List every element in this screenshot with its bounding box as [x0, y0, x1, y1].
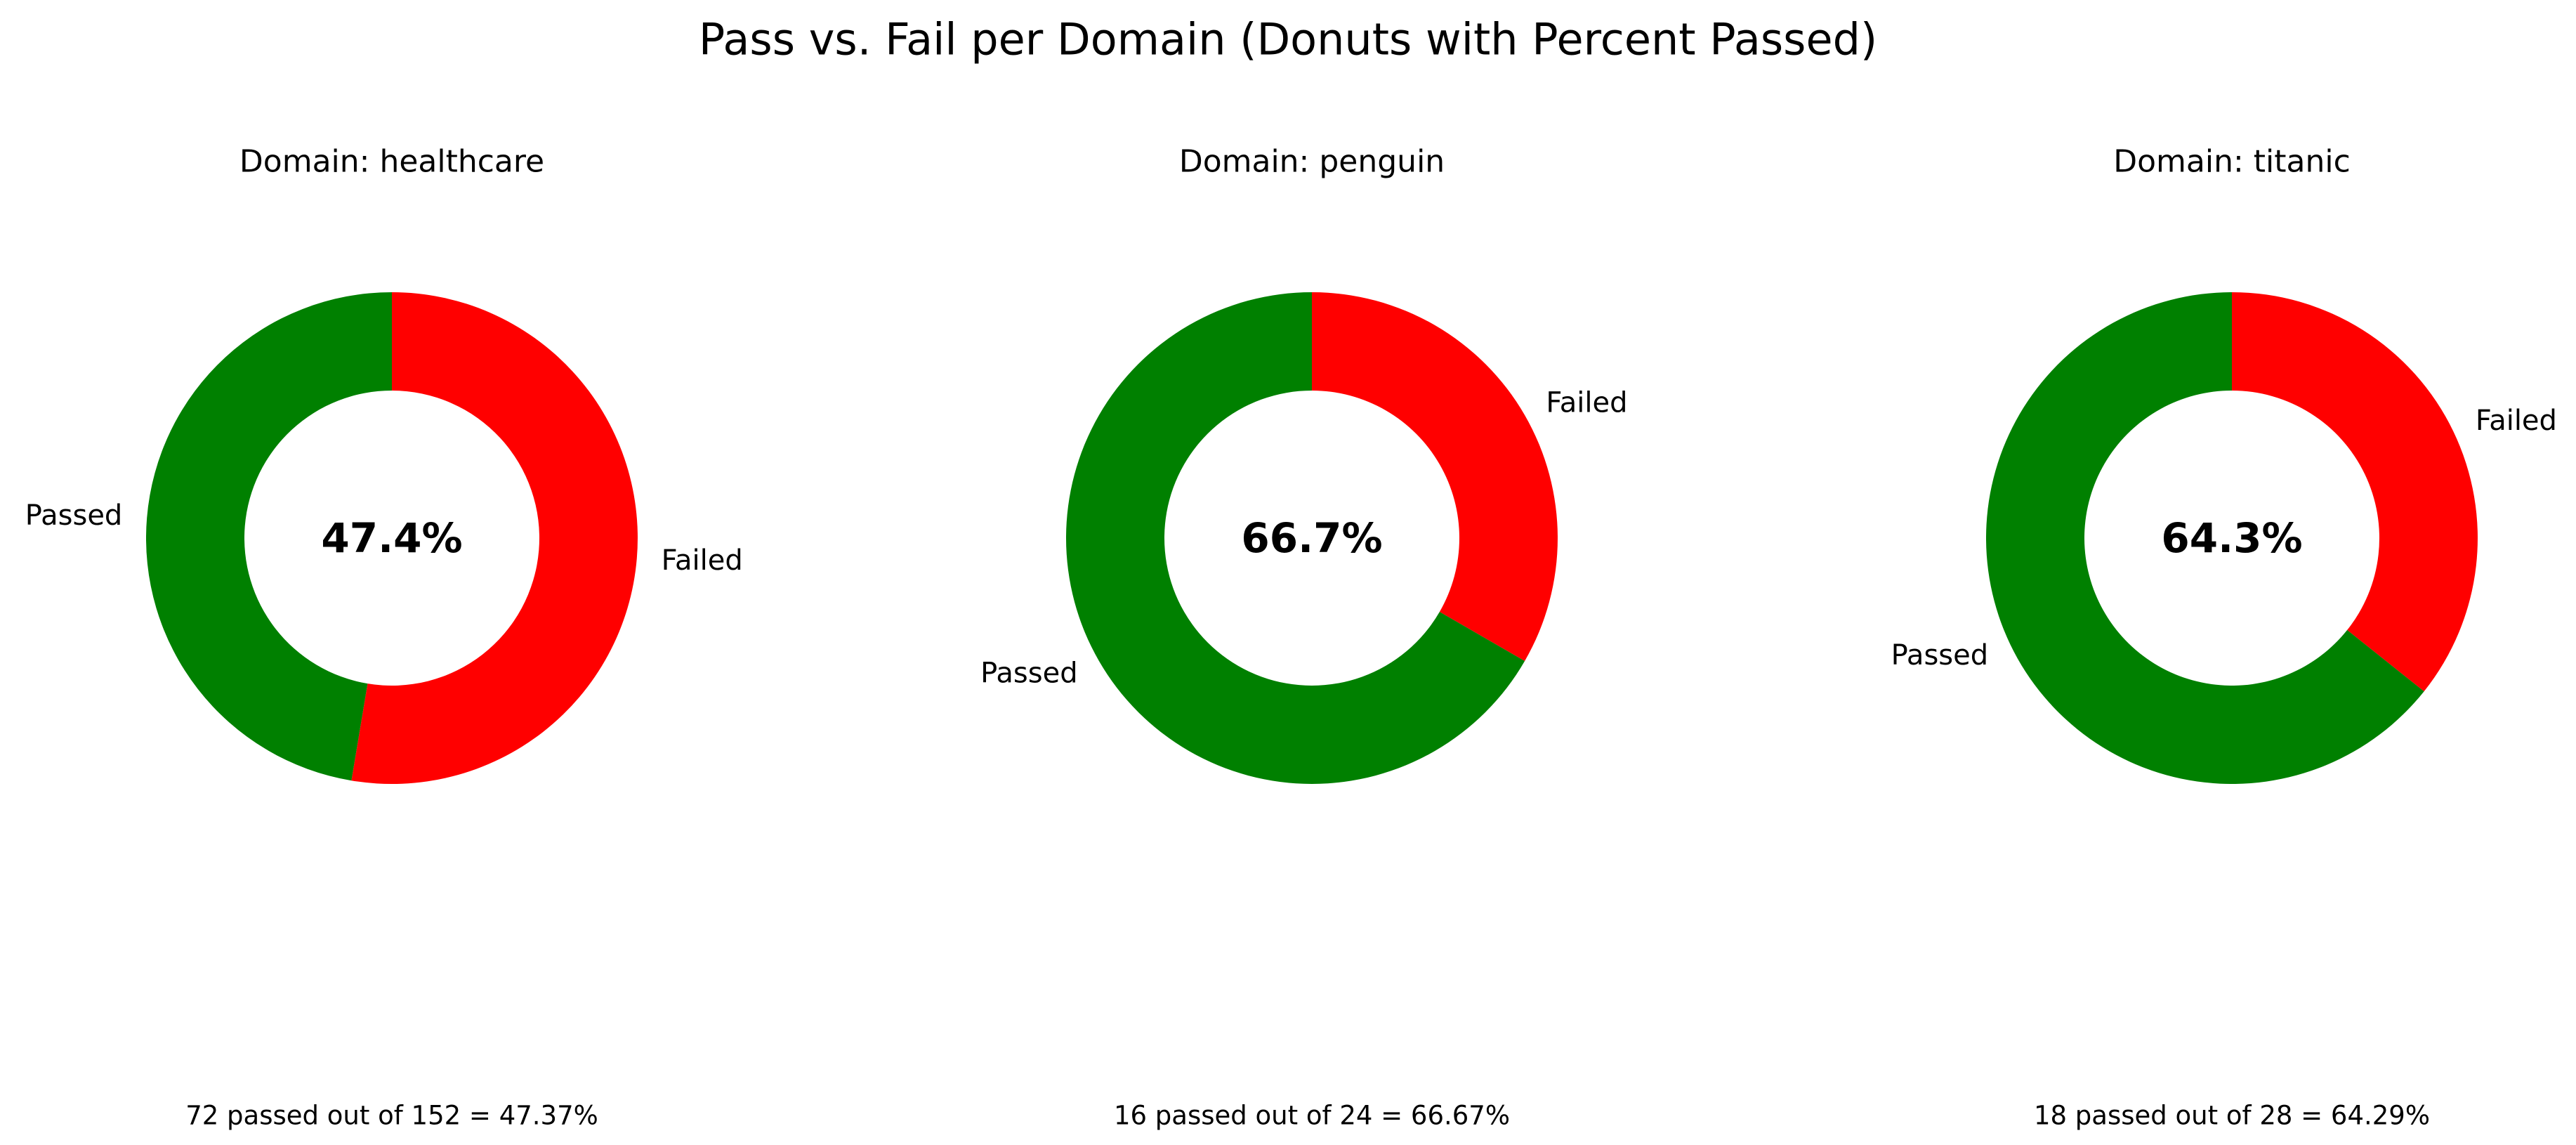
center-percent-label: 66.7%: [1241, 514, 1382, 562]
slice-label: Failed: [1546, 387, 1627, 419]
failed-slice: [351, 292, 638, 784]
passed-slice: [1065, 292, 1525, 784]
failed-slice: [1312, 292, 1558, 661]
donut-panels: Domain: healthcare Failed Passed 47.4% 72 pa…: [25, 144, 2557, 1131]
slice-label: Passed: [980, 657, 1078, 690]
figure-title: Pass vs. Fail per Domain (Donuts with Pe…: [699, 14, 1877, 65]
donut-panel: Domain: titanic Failed Passed 64.3% 18 passe…: [1891, 144, 2557, 1131]
passed-slice: [146, 292, 393, 781]
donut-panel: Domain: healthcare Failed Passed 47.4% 72 pa…: [25, 144, 743, 1131]
panel-footer: 72 passed out of 152 = 47.37%: [185, 1101, 598, 1131]
panel-footer: 18 passed out of 28 = 64.29%: [2034, 1101, 2430, 1131]
slice-label: Passed: [1891, 639, 1989, 672]
panel-title: Domain: titanic: [2113, 144, 2351, 180]
panel-title: Domain: penguin: [1179, 144, 1445, 180]
center-percent-label: 47.4%: [321, 514, 462, 562]
center-percent-label: 64.3%: [2161, 514, 2302, 562]
failed-slice: [2232, 292, 2478, 692]
slice-label: Failed: [2476, 405, 2557, 437]
passed-slice: [1985, 292, 2424, 784]
panel-footer: 16 passed out of 24 = 66.67%: [1114, 1101, 1510, 1131]
slice-label: Passed: [25, 499, 123, 532]
donut-panel: Domain: penguin Failed Passed 66.7% 16 passe…: [980, 144, 1627, 1131]
panel-title: Domain: healthcare: [239, 144, 544, 180]
slice-label: Failed: [662, 544, 743, 577]
